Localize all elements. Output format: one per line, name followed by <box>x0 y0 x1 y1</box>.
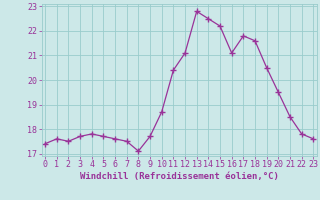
X-axis label: Windchill (Refroidissement éolien,°C): Windchill (Refroidissement éolien,°C) <box>80 172 279 181</box>
